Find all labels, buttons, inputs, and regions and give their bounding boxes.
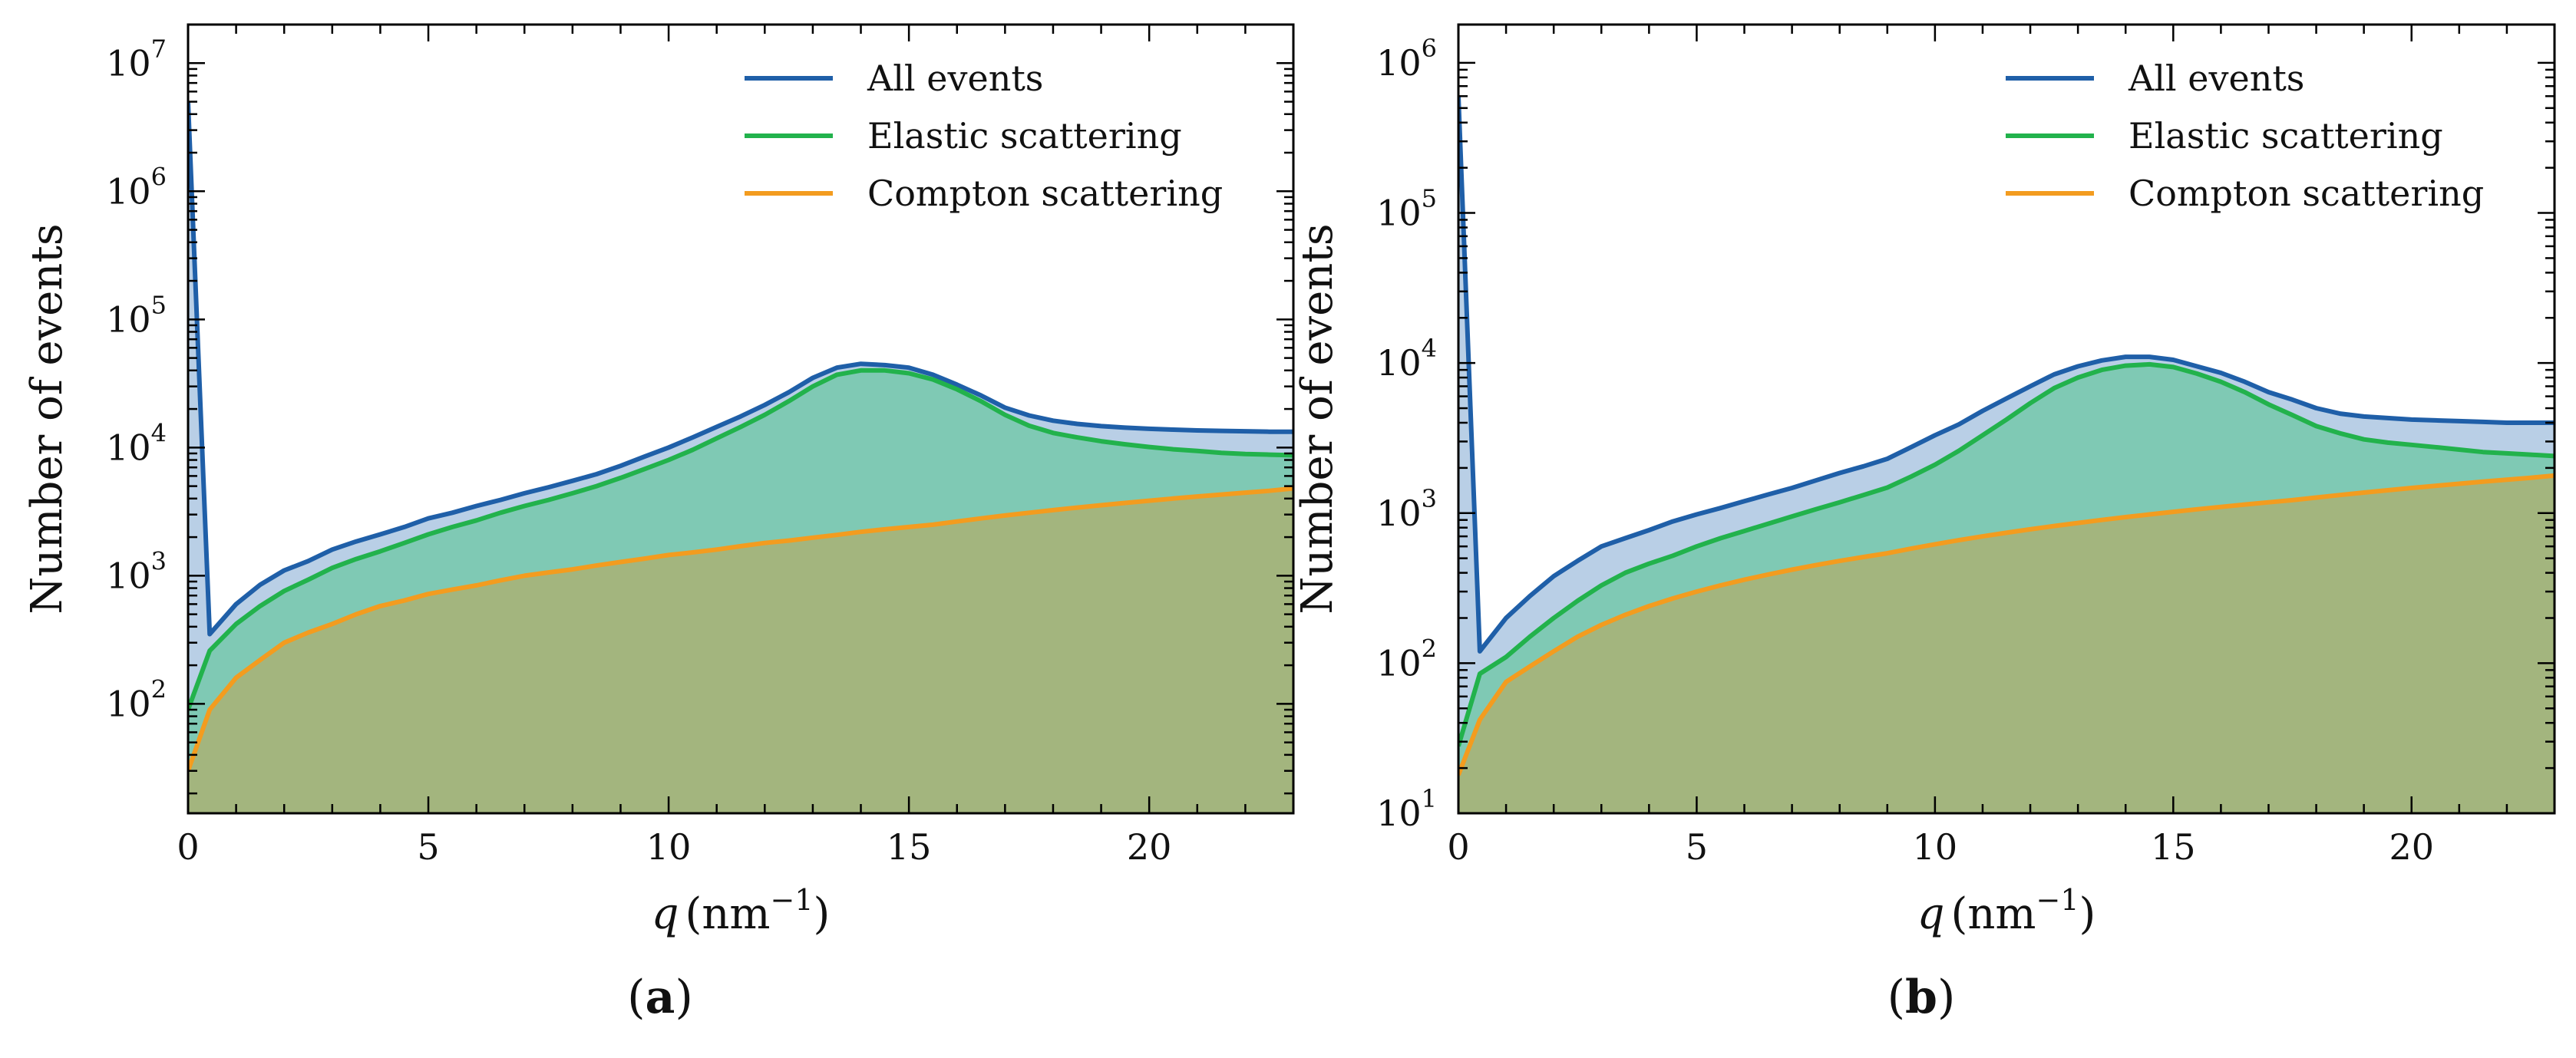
series-line-all-events	[188, 101, 1293, 637]
y-tick-label: 102	[1376, 634, 1437, 684]
series-line-elastic-scattering	[188, 367, 1293, 711]
x-tick-label: 0	[1447, 826, 1469, 868]
y-tick-label: 104	[1376, 334, 1437, 384]
y-axis-label: Number of events	[22, 223, 72, 614]
x-tick-label: 0	[177, 826, 199, 868]
y-tick-label: 102	[106, 674, 167, 724]
x-tick-label: 20	[1127, 826, 1172, 868]
panel-b: 0 5 10 15 20 101 102 103 104 105 106 Number of even…	[1293, 23, 2556, 1024]
legend-label: Compton scattering	[867, 173, 1223, 214]
x-tick-label: 15	[887, 826, 932, 868]
y-tick-label: 104	[106, 418, 167, 468]
series-line-all-events	[1458, 96, 2555, 654]
y-tick-label: 106	[1376, 34, 1437, 84]
area-compton-scattering	[1458, 475, 2555, 813]
x-axis-label: q (nm−1)	[652, 883, 831, 939]
x-tick-label: 15	[2151, 826, 2196, 868]
panel-a: 0 5 10 15 20 102 103 104 105 106 107 Number of even…	[22, 23, 1295, 1024]
x-tick-label: 5	[1686, 826, 1708, 868]
y-tick-label: 105	[106, 290, 167, 340]
legend-label: All events	[2128, 58, 2304, 99]
legend-label: Elastic scattering	[2129, 115, 2443, 157]
x-tick-label: 10	[646, 826, 692, 868]
plot-frame	[187, 23, 1295, 815]
y-tick-label: 103	[1376, 484, 1437, 534]
y-tick-label: 101	[1376, 784, 1437, 834]
x-tick-label: 20	[2389, 826, 2434, 868]
legend-label: All events	[867, 58, 1043, 99]
y-tick-label: 103	[106, 546, 167, 596]
panel-label: (b)	[1887, 971, 1956, 1024]
y-tick-label: 107	[106, 34, 167, 84]
x-tick-label: 5	[417, 826, 439, 868]
y-axis-label: Number of events	[1293, 223, 1342, 614]
plot-frame	[1457, 23, 2556, 815]
series-line-compton-scattering	[1458, 473, 2555, 776]
x-tick-label: 10	[1913, 826, 1958, 868]
legend-label: Compton scattering	[2129, 173, 2484, 214]
area-compton-scattering	[188, 488, 1293, 813]
series-line-elastic-scattering	[1458, 361, 2555, 747]
series-line-compton-scattering	[188, 486, 1293, 772]
panel-label: (a)	[627, 971, 693, 1024]
x-axis-label: q (nm−1)	[1917, 883, 2096, 939]
plot-area	[188, 101, 1293, 813]
plot-area	[1458, 96, 2555, 813]
y-tick-label: 105	[1376, 184, 1437, 234]
y-tick-label: 106	[106, 162, 167, 212]
legend-label: Elastic scattering	[867, 115, 1182, 157]
